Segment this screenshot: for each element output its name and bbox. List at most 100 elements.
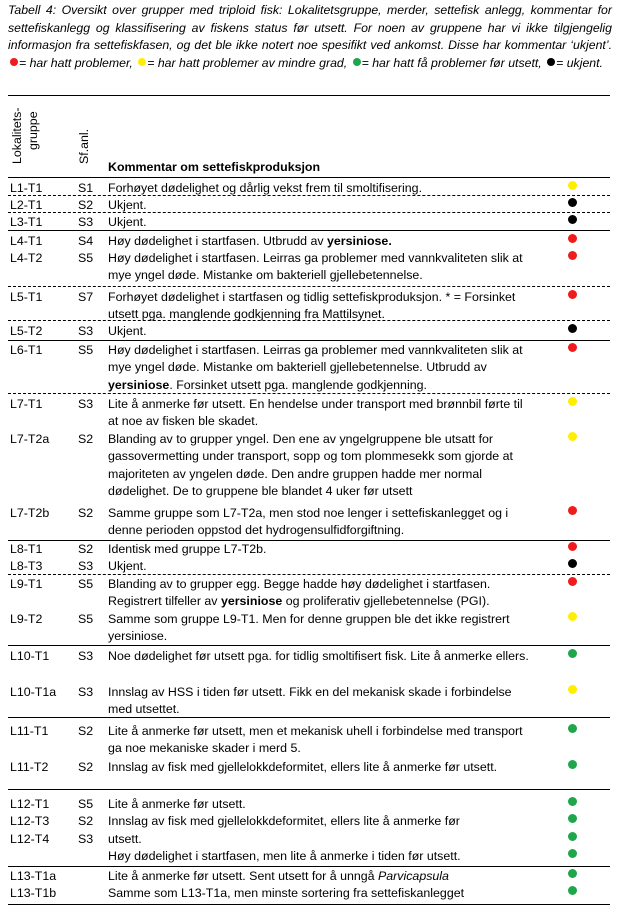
- comment-bold-term: yersiniose: [108, 377, 170, 392]
- sfanl-cell: S3: [78, 832, 94, 846]
- group-cell: L7-T2b: [10, 506, 50, 520]
- status-dot-green: [568, 797, 577, 806]
- group-cell: L3-T1: [10, 215, 43, 229]
- comment-cell: Samme som gruppe L9-T1. Men for denne gr…: [108, 612, 510, 644]
- status-dot-yellow: [568, 181, 577, 190]
- group-separator: [8, 645, 610, 646]
- legend-black-label: = ukjent.: [556, 55, 603, 70]
- group-cell: L8-T1: [10, 542, 43, 556]
- comment-cell: Lite å anmerke før utsett. En hendelse u…: [108, 397, 523, 429]
- status-dot-green: [568, 832, 577, 841]
- comment-cell: Høy dødelighet i startfasen. Utbrudd av …: [108, 233, 533, 250]
- status-dot-green: [568, 649, 577, 658]
- sfanl-cell: S2: [78, 432, 94, 446]
- status-dot-red: [568, 290, 577, 299]
- comment-cell: Blanding av to grupper yngel. Den ene av…: [108, 432, 513, 499]
- comment-text: Høy dødelighet i startfasen. Utbrudd av: [108, 234, 328, 248]
- comment-cell: Samme som L13-T1a, men minste sortering …: [108, 886, 465, 900]
- status-dot-green: [568, 869, 577, 878]
- sfanl-cell: S2: [78, 724, 94, 738]
- group-separator: [8, 540, 610, 541]
- comment-cell: Identisk med gruppe L7-T2b.: [108, 542, 267, 556]
- status-dot-red: [568, 506, 577, 515]
- group-separator: [8, 717, 610, 718]
- group-cell: L4-T2: [10, 251, 43, 265]
- comment-cell: Blanding av to grupper egg. Begge hadde …: [108, 576, 533, 611]
- group-separator: [8, 286, 610, 287]
- comment-text: Lite å anmerke før utsett. Sent utsett f…: [108, 869, 378, 883]
- sfanl-cell: S5: [78, 612, 94, 626]
- sfanl-cell: S3: [78, 559, 94, 573]
- comment-cell: Lite å anmerke før utsett.: [108, 797, 246, 811]
- caption-text: Tabell 4: Oversikt over grupper med trip…: [8, 3, 612, 52]
- group-separator: [8, 393, 610, 394]
- sfanl-cell: S1: [78, 181, 94, 195]
- sfanl-cell: S3: [78, 685, 94, 699]
- sfanl-cell: S3: [78, 215, 94, 229]
- group-cell: L13-T1b: [10, 886, 57, 900]
- group-cell: L9-T1: [10, 577, 43, 591]
- sfanl-cell: S2: [78, 760, 94, 774]
- status-dot-green: [568, 760, 577, 769]
- comment-cell: Ukjent.: [108, 559, 147, 573]
- group-cell: L10-T1a: [10, 685, 57, 699]
- group-cell: L12-T4: [10, 832, 50, 846]
- status-dot-green: [568, 886, 577, 895]
- status-dot-red: [568, 542, 577, 551]
- group-separator: [8, 320, 610, 321]
- sfanl-cell: S2: [78, 506, 94, 520]
- header-rule: [8, 177, 610, 178]
- group-separator: [8, 866, 610, 867]
- legend-black-dot: [547, 57, 556, 66]
- group-separator: [8, 212, 610, 213]
- status-dot-yellow: [568, 397, 577, 406]
- legend-yellow-dot: [138, 57, 147, 66]
- header-sfanl: Sf.anl.: [77, 128, 91, 164]
- status-dot-black: [568, 215, 577, 224]
- status-dot-red: [568, 251, 577, 260]
- comment-cell: Forhøyet dødelighet og dårlig vekst frem…: [108, 181, 423, 195]
- group-cell: L9-T2: [10, 612, 43, 626]
- comment-text: Blanding av to grupper egg. Begge hadde …: [108, 577, 491, 609]
- status-dot-green: [568, 814, 577, 823]
- status-dot-yellow: [568, 612, 577, 621]
- group-cell: L4-T1: [10, 234, 43, 248]
- group-cell: L1-T1: [10, 181, 43, 195]
- sfanl-cell: S5: [78, 577, 94, 591]
- status-dot-red: [568, 234, 577, 243]
- comment-cell: Høy dødelighet i startfasen. Leirras ga …: [108, 342, 533, 394]
- sfanl-cell: S2: [78, 542, 94, 556]
- legend-red-dot: [10, 57, 18, 66]
- comment-cell: Samme gruppe som L7-T2a, men stod noe le…: [108, 506, 509, 538]
- group-cell: L2-T1: [10, 198, 43, 212]
- status-dot-black: [568, 559, 577, 568]
- group-separator: [8, 340, 610, 341]
- comment-text: og proliferativ gjellebetennelse (PGI).: [282, 594, 490, 609]
- status-dot-red: [568, 343, 577, 352]
- comment-cell: Høy dødelighet i startfasen, men lite å …: [108, 849, 461, 863]
- header-group-line2: gruppe: [26, 111, 40, 150]
- comment-cell: utsett.: [108, 832, 142, 846]
- group-separator: [8, 789, 610, 790]
- group-separator: [8, 574, 610, 575]
- comment-cell: Ukjent.: [108, 215, 147, 229]
- group-cell: L12-T3: [10, 814, 50, 828]
- comment-cell: Høy dødelighet i startfasen. Leirras ga …: [108, 251, 523, 283]
- comment-cell: Innslag av fisk med gjellelokkdeformitet…: [108, 760, 498, 774]
- status-dot-green: [568, 849, 577, 858]
- sfanl-cell: S3: [78, 397, 94, 411]
- group-cell: L5-T1: [10, 290, 43, 304]
- header-group-line1: Lokalitets-: [10, 107, 24, 164]
- comment-italic-term: Parvicapsula: [378, 869, 449, 883]
- group-separator: [8, 904, 610, 905]
- comment-bold-term: yersiniose: [220, 594, 283, 609]
- group-cell: L7-T1: [10, 397, 43, 411]
- group-cell: L11-T1: [10, 724, 49, 738]
- table-caption: Tabell 4: Oversikt over grupper med trip…: [8, 2, 612, 72]
- group-separator: [8, 230, 610, 231]
- comment-text: Høy dødelighet i startfasen. Leirras ga …: [108, 343, 523, 375]
- group-separator: [8, 195, 610, 196]
- group-cell: L5-T2: [10, 324, 43, 338]
- legend-green-label: = har hatt få problemer før utsett,: [361, 55, 542, 70]
- group-cell: L8-T3: [10, 559, 43, 573]
